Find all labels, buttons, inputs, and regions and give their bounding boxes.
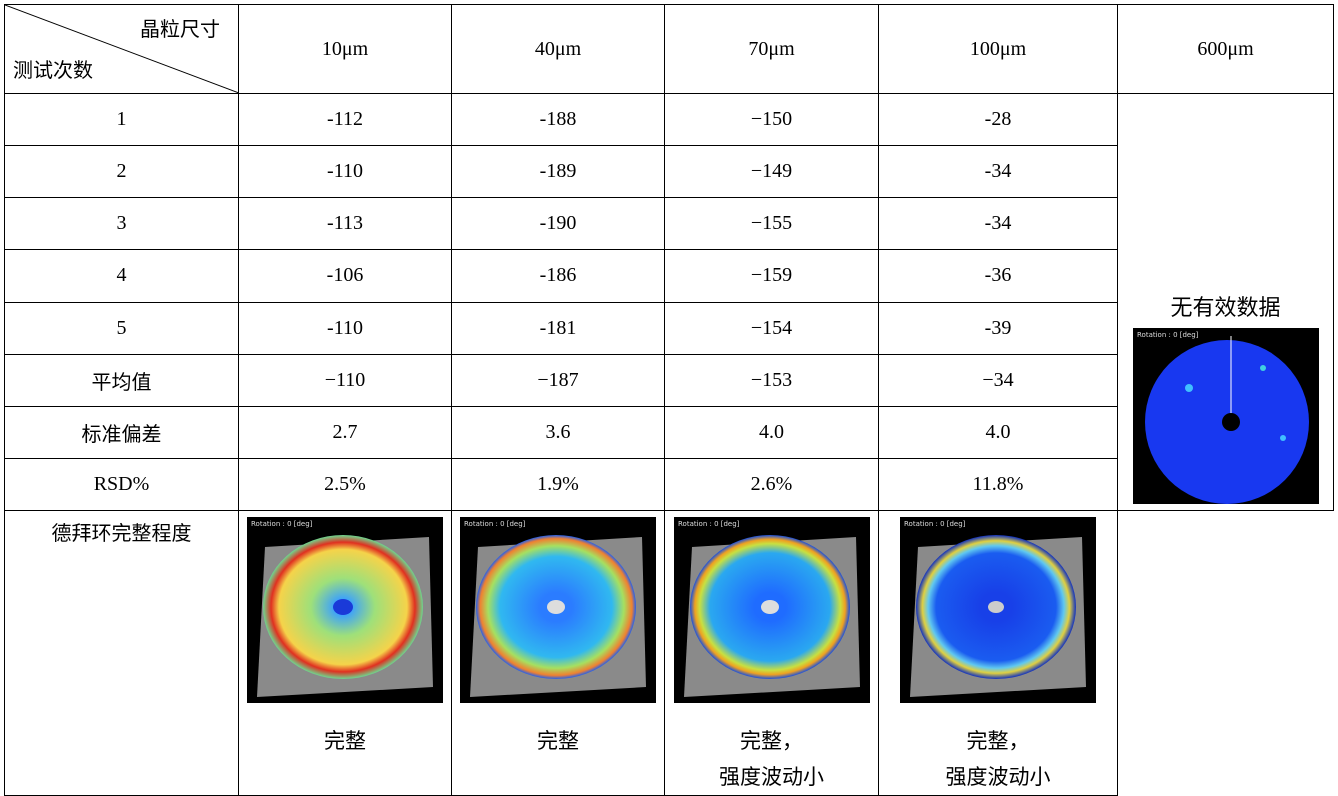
cell: 1.9% — [452, 458, 665, 510]
note-line: 完整， — [879, 723, 1117, 759]
page: {"header":{"corner_top":"晶粒尺寸","corner_b… — [0, 0, 1338, 724]
cell: -181 — [452, 302, 665, 354]
header-row: 晶粒尺寸 测试次数 10μm 40μm 70μm 100μm 600μm — [5, 5, 1334, 94]
row-label: 平均值 — [5, 354, 239, 406]
note: 完整 — [239, 723, 451, 759]
cell: -110 — [239, 146, 452, 198]
cell: 3.6 — [452, 406, 665, 458]
col-header: 70μm — [665, 5, 879, 94]
row-label: 5 — [5, 302, 239, 354]
cell: −187 — [452, 354, 665, 406]
row-label: 2 — [5, 146, 239, 198]
cell: -188 — [452, 94, 665, 146]
cell: 2.5% — [239, 458, 452, 510]
cell: −149 — [665, 146, 879, 198]
cell: 2.7 — [239, 406, 452, 458]
cell: −150 — [665, 94, 879, 146]
ring-image: Rotation : 0 [deg] — [460, 517, 656, 703]
note-line: 完整 — [239, 723, 451, 759]
cell: −155 — [665, 198, 879, 250]
cell: -34 — [879, 146, 1118, 198]
last-row: 德拜环完整程度 Rotation : 0 [deg] 完整 Rotation :… — [5, 511, 1334, 796]
cell: -110 — [239, 302, 452, 354]
image-cell: Rotation : 0 [deg] 完整，强度波动小 — [665, 511, 879, 796]
no-data: 无有效数据 — [1118, 290, 1333, 322]
note-line: 强度波动小 — [665, 759, 878, 795]
cell: -28 — [879, 94, 1118, 146]
ring-image: Rotation : 0 [deg] — [900, 517, 1096, 703]
row-label: 1 — [5, 94, 239, 146]
cell: 4.0 — [879, 406, 1118, 458]
col-header: 10μm — [239, 5, 452, 94]
ring-image: Rotation : 0 [deg] — [674, 517, 870, 703]
cell: -106 — [239, 250, 452, 302]
image-caption: Rotation : 0 [deg] — [464, 520, 526, 528]
note: 完整，强度波动小 — [879, 723, 1117, 795]
row-label: 3 — [5, 198, 239, 250]
note: 完整 — [452, 723, 664, 759]
note-line: 强度波动小 — [879, 759, 1117, 795]
image-cell: Rotation : 0 [deg] 完整 — [452, 511, 665, 796]
image-caption: Rotation : 0 [deg] — [251, 520, 313, 528]
image-caption: Rotation : 0 [deg] — [1137, 331, 1199, 339]
cell: -36 — [879, 250, 1118, 302]
col-header: 100μm — [879, 5, 1118, 94]
row-label: 4 — [5, 250, 239, 302]
ring-image: Rotation : 0 [deg] — [247, 517, 443, 703]
no-data-cell: 无有效数据 Rotation : 0 [deg] — [1118, 94, 1334, 511]
row-label: 德拜环完整程度 — [5, 511, 239, 796]
image-caption: Rotation : 0 [deg] — [904, 520, 966, 528]
corner-cell: 晶粒尺寸 测试次数 — [5, 5, 239, 94]
image-caption: Rotation : 0 [deg] — [678, 520, 740, 528]
cell: −110 — [239, 354, 452, 406]
corner-bottom: 测试次数 — [13, 54, 93, 83]
cell: −34 — [879, 354, 1118, 406]
cell: 4.0 — [665, 406, 879, 458]
cell: -113 — [239, 198, 452, 250]
result-table: 晶粒尺寸 测试次数 10μm 40μm 70μm 100μm 600μm 1-1… — [4, 4, 1334, 796]
row-label: 标准偏差 — [5, 406, 239, 458]
cell: -190 — [452, 198, 665, 250]
note: 完整，强度波动小 — [665, 723, 878, 795]
cell: -112 — [239, 94, 452, 146]
row-label: RSD% — [5, 458, 239, 510]
cell: 2.6% — [665, 458, 879, 510]
col-header: 40μm — [452, 5, 665, 94]
cell: 11.8% — [879, 458, 1118, 510]
image-cell: Rotation : 0 [deg] 完整，强度波动小 — [879, 511, 1118, 796]
note-line: 完整 — [452, 723, 664, 759]
cell: -39 — [879, 302, 1118, 354]
cell: -186 — [452, 250, 665, 302]
cell: −159 — [665, 250, 879, 302]
note-line: 完整， — [665, 723, 878, 759]
ring-image: Rotation : 0 [deg] — [1133, 328, 1319, 504]
cell: -34 — [879, 198, 1118, 250]
cell: −153 — [665, 354, 879, 406]
cell: −154 — [665, 302, 879, 354]
col-header: 600μm — [1118, 5, 1334, 94]
cell: -189 — [452, 146, 665, 198]
image-cell: Rotation : 0 [deg] 完整 — [239, 511, 452, 796]
corner-top: 晶粒尺寸 — [140, 13, 220, 42]
